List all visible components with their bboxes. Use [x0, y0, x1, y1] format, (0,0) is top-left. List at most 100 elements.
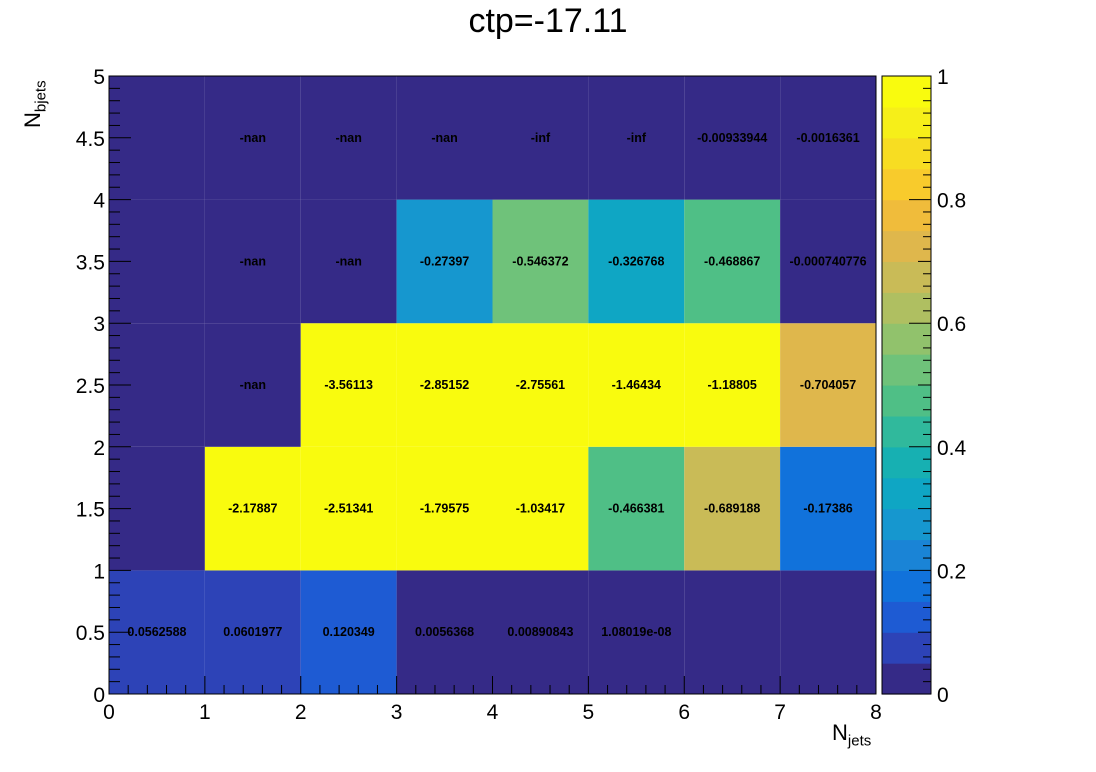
cell-value-label: -nan — [240, 254, 266, 268]
cell-value-label: -nan — [431, 131, 457, 145]
heatmap-cell — [204, 199, 301, 324]
heatmap-cell — [684, 76, 781, 200]
palette-swatch — [882, 601, 931, 633]
heatmap-cell — [300, 323, 397, 447]
x-tick-label: 5 — [583, 701, 595, 724]
heatmap-cell — [396, 570, 493, 694]
cell-value-label: -0.0016361 — [796, 131, 859, 145]
color-palette-axis: 0 0.2 0.4 0.6 0.8 1 — [909, 66, 967, 707]
x-tick-label: 1 — [199, 701, 211, 724]
heatmap-cell — [396, 446, 493, 571]
palette-swatch — [882, 415, 931, 448]
y-tick-label: 1 — [93, 560, 105, 583]
palette-swatch — [882, 106, 931, 139]
heatmap-cell — [396, 76, 493, 200]
heatmap-cell — [588, 76, 685, 200]
cell-value-label: -0.689188 — [704, 502, 760, 516]
heatmap-cell — [684, 199, 781, 324]
y-tick-label: 5 — [93, 66, 105, 89]
palette-tick-label: 0.8 — [937, 190, 966, 213]
cell-value-label: -1.46434 — [612, 378, 661, 392]
cell-value-label: -nan — [240, 378, 266, 392]
cell-value-label: -inf — [627, 131, 647, 145]
cell-value-label: -0.17386 — [803, 502, 852, 516]
heatmap-cell — [588, 199, 685, 324]
heatmap-cell — [492, 570, 589, 694]
x-tick-label: 8 — [870, 701, 882, 724]
heatmap-cell — [588, 323, 685, 447]
cell-value-label: -3.56113 — [324, 378, 373, 392]
heatmap-cells — [109, 76, 876, 694]
palette-swatch — [882, 663, 931, 695]
x-axis-label: Njets — [832, 720, 871, 749]
x-tick-label: 4 — [487, 701, 499, 724]
palette-swatch — [882, 446, 931, 479]
heatmap-cell — [492, 446, 589, 571]
cell-value-label: -1.18805 — [708, 378, 757, 392]
heatmap-cell — [492, 76, 589, 200]
heatmap-cell — [780, 570, 876, 694]
cell-value-label: -inf — [531, 131, 551, 145]
heatmap-cell — [780, 76, 876, 200]
cell-value-label: 0.00890843 — [507, 625, 573, 639]
cell-value-label: -0.326768 — [608, 254, 664, 268]
palette-swatch — [882, 385, 931, 417]
y-tick-label: 3.5 — [76, 251, 105, 274]
palette-swatch — [882, 354, 931, 386]
palette-tick-label: 1 — [937, 66, 949, 89]
x-tick-label: 0 — [103, 701, 115, 724]
cell-value-label: -2.85152 — [420, 378, 469, 392]
heatmap-cell — [780, 323, 876, 447]
cell-value-label: -nan — [240, 131, 266, 145]
x-tick-label: 2 — [295, 701, 307, 724]
cell-labels: 0.0562588 0.0601977 0.120349 0.0056368 0.008… — [127, 131, 866, 639]
y-tick-label: 2.5 — [76, 375, 105, 398]
heatmap-cell — [300, 570, 397, 694]
heatmap-cell — [780, 446, 876, 571]
x-axis: 0 1 2 3 4 5 6 7 8 — [103, 676, 882, 724]
heatmap-cell — [588, 570, 685, 694]
palette-swatch — [882, 570, 931, 602]
color-palette — [881, 75, 932, 695]
x-tick-label: 7 — [774, 701, 786, 724]
heatmap-cell — [204, 570, 301, 694]
cell-value-label: 1.08019e-08 — [601, 625, 671, 639]
cell-value-label: -2.51341 — [324, 502, 373, 516]
heatmap-cell — [300, 446, 397, 571]
palette-swatch — [882, 230, 931, 262]
heatmap-cell — [300, 199, 397, 324]
chart-title: ctp=-17.11 — [468, 2, 628, 40]
palette-swatch — [882, 508, 931, 541]
palette-tick-label: 0.4 — [937, 437, 967, 460]
heatmap-cell — [684, 446, 781, 571]
cell-value-label: -0.27397 — [420, 254, 469, 268]
heatmap-cell — [204, 323, 301, 447]
palette-swatch — [882, 168, 931, 201]
palette-tick-label: 0.6 — [937, 313, 966, 336]
y-tick-label: 4 — [93, 190, 105, 213]
heatmap-cell — [780, 199, 876, 324]
heatmap-cell — [396, 199, 493, 324]
y-axis: 0 0.5 1 1.5 2 2.5 3 3.5 4 4.5 5 — [76, 66, 131, 707]
heatmap-cell — [204, 446, 301, 571]
palette-swatch — [882, 632, 931, 664]
x-tick-label: 3 — [391, 701, 403, 724]
y-tick-label: 4.5 — [76, 128, 105, 151]
palette-swatch — [882, 76, 931, 108]
y-axis-label: Nbjets — [20, 80, 49, 128]
y-tick-label: 0 — [93, 684, 105, 707]
y-tick-label: 3 — [93, 313, 105, 336]
y-axis-label-main: N — [20, 112, 45, 128]
cell-value-label: -0.468867 — [704, 254, 760, 268]
cell-value-label: 0.0562588 — [127, 625, 186, 639]
cell-value-label: -nan — [335, 131, 361, 145]
palette-swatch — [882, 323, 931, 355]
x-axis-label-sub: jets — [847, 732, 872, 750]
cell-value-label: -0.00933944 — [697, 131, 767, 145]
x-axis-label-main: N — [832, 720, 848, 745]
cell-value-label: 0.0601977 — [223, 625, 282, 639]
palette-swatch — [882, 477, 931, 510]
palette-swatch — [882, 137, 931, 170]
palette-swatch — [882, 261, 931, 293]
